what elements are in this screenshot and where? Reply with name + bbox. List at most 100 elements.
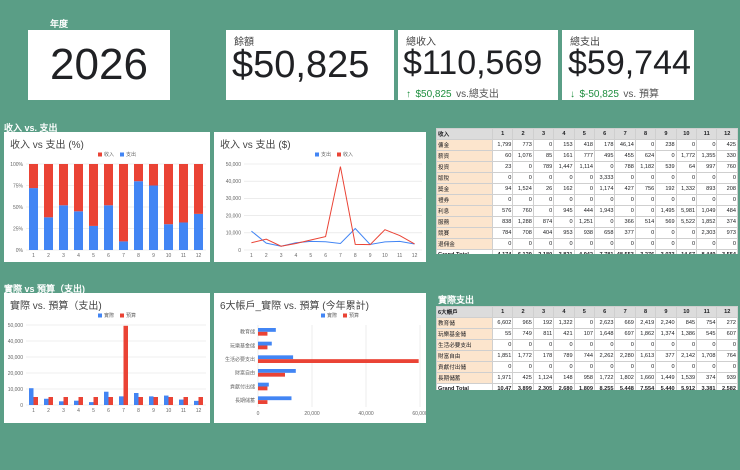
table-cell[interactable]: 1,124 — [532, 372, 555, 384]
table-cell[interactable]: 1,862 — [634, 328, 657, 340]
table-cell[interactable]: 55 — [491, 328, 514, 340]
table-cell[interactable]: 1,648 — [594, 328, 616, 340]
table-header-cell[interactable]: 10 — [675, 306, 698, 318]
table-cell[interactable]: 0 — [634, 339, 657, 351]
table-cell[interactable]: 708 — [512, 227, 534, 239]
table-cell[interactable]: 973 — [716, 227, 738, 239]
table-cell[interactable]: 7,554 — [634, 383, 657, 390]
table-cell[interactable]: 0 — [553, 238, 575, 250]
table-cell[interactable]: 377 — [655, 350, 677, 362]
table-cell[interactable]: 1,772 — [512, 350, 534, 362]
table-cell[interactable]: 0 — [696, 172, 718, 184]
table-cell[interactable]: 4,174 — [491, 249, 514, 254]
table-cell[interactable]: 569 — [655, 216, 677, 228]
table-cell[interactable]: 0 — [634, 227, 657, 239]
table-cell[interactable]: 0 — [696, 194, 718, 206]
row-label[interactable]: 版稅 — [436, 172, 493, 184]
table-cell[interactable]: 1,495 — [655, 205, 677, 217]
table-cell[interactable]: 893 — [696, 183, 718, 195]
table-cell[interactable]: 0 — [491, 238, 514, 250]
table-cell[interactable]: 1,449 — [655, 372, 677, 384]
table-cell[interactable]: 0 — [512, 194, 534, 206]
table-cell[interactable]: 0 — [512, 361, 534, 373]
table-cell[interactable]: 0 — [655, 339, 677, 351]
table-cell[interactable]: 0 — [614, 205, 636, 217]
table-cell[interactable]: 3,033 — [655, 249, 677, 254]
table-header-cell[interactable]: 9 — [655, 306, 677, 318]
table-cell[interactable]: 3,899 — [512, 383, 534, 390]
table-cell[interactable]: 0 — [512, 339, 534, 351]
table-cell[interactable]: 4,942 — [573, 249, 596, 254]
row-label[interactable]: 禮券 — [436, 194, 493, 206]
table-cell[interactable]: 208 — [716, 183, 738, 195]
table-cell[interactable]: 162 — [553, 183, 575, 195]
chart-actual-vs-budget[interactable]: 實際 vs. 預算（支出) 實際 預算 0 10,000 20,000 30,000 40,… — [4, 293, 210, 423]
table-cell[interactable]: 784 — [491, 227, 514, 239]
table-cell[interactable]: 421 — [553, 328, 575, 340]
table-cell[interactable]: 425 — [716, 139, 738, 151]
table-header-title[interactable]: 收入 — [436, 128, 493, 140]
table-cell[interactable]: 0 — [553, 216, 575, 228]
table-cell[interactable]: 1,809 — [573, 383, 596, 390]
chart-income-expense-amount[interactable]: 收入 vs 支出 ($) 支出 收入 0 10,000 20,000 30,000 40,0… — [214, 132, 426, 262]
table-cell[interactable]: 749 — [512, 328, 534, 340]
table-cell[interactable]: 2,680 — [553, 383, 575, 390]
table-cell[interactable]: 789 — [553, 350, 575, 362]
table-cell[interactable]: 0 — [532, 361, 555, 373]
table-cell[interactable]: 330 — [716, 150, 738, 162]
row-label[interactable]: 獎金 — [436, 183, 493, 195]
table-cell[interactable]: 427 — [614, 183, 636, 195]
table-cell[interactable]: 1,708 — [696, 350, 718, 362]
table-cell[interactable]: 1,802 — [614, 372, 636, 384]
table-cell[interactable]: 64 — [675, 161, 698, 173]
table-cell[interactable]: 760 — [716, 161, 738, 173]
table-cell[interactable]: 0 — [573, 238, 596, 250]
table-cell[interactable]: 238 — [655, 139, 677, 151]
table-cell[interactable]: 2,280 — [614, 350, 636, 362]
table-cell[interactable]: 0 — [634, 361, 657, 373]
table-cell[interactable]: 0 — [634, 238, 657, 250]
table-header-cell[interactable]: 7 — [614, 306, 636, 318]
table-cell[interactable]: 539 — [655, 161, 677, 173]
table-cell[interactable]: 374 — [716, 216, 738, 228]
table-cell[interactable]: 756 — [634, 183, 657, 195]
table-cell[interactable]: 0 — [614, 194, 636, 206]
table-cell[interactable]: 845 — [675, 317, 698, 329]
table-cell[interactable]: 5,912 — [675, 383, 698, 390]
table-cell[interactable]: 3,381 — [696, 383, 718, 390]
table-cell[interactable]: 514 — [634, 216, 657, 228]
table-cell[interactable]: 0 — [553, 361, 575, 373]
table-cell[interactable]: 0 — [532, 139, 555, 151]
table-cell[interactable]: 404 — [532, 227, 555, 239]
table-cell[interactable]: 0 — [696, 139, 718, 151]
table-cell[interactable]: 0 — [491, 194, 514, 206]
table-cell[interactable]: 6,129 — [512, 249, 534, 254]
table-cell[interactable]: 2,305 — [532, 383, 555, 390]
table-cell[interactable]: 874 — [532, 216, 555, 228]
table-header-cell[interactable]: 4 — [553, 128, 575, 140]
row-label[interactable]: 利息 — [436, 205, 493, 217]
table-cell[interactable]: 838 — [491, 216, 514, 228]
table-cell[interactable]: 178 — [532, 350, 555, 362]
table-cell[interactable]: 1,076 — [512, 150, 534, 162]
table-cell[interactable]: 744 — [573, 350, 596, 362]
table-cell[interactable]: 2,582 — [716, 383, 738, 390]
table-cell[interactable]: 366 — [614, 216, 636, 228]
table-cell[interactable]: 3,333 — [594, 172, 616, 184]
table-cell[interactable]: 1,660 — [634, 372, 657, 384]
table-cell[interactable]: 545 — [696, 328, 718, 340]
table-cell[interactable]: 48,553 — [614, 249, 636, 254]
table-cell[interactable]: 945 — [553, 205, 575, 217]
table-header-cell[interactable]: 4 — [553, 306, 575, 318]
row-label[interactable]: 薪資 — [436, 150, 493, 162]
table-cell[interactable]: 607 — [716, 328, 738, 340]
table-cell[interactable]: 495 — [594, 150, 616, 162]
table-cell[interactable]: 10,47 — [491, 383, 514, 390]
table-cell[interactable]: 1,114 — [573, 161, 596, 173]
table-cell[interactable]: 418 — [573, 139, 596, 151]
table-cell[interactable]: 1,772 — [675, 150, 698, 162]
table-cell[interactable]: 178 — [594, 139, 616, 151]
table-cell[interactable]: 0 — [696, 238, 718, 250]
table-cell[interactable]: 0 — [594, 161, 616, 173]
table-cell[interactable]: 0 — [594, 238, 616, 250]
